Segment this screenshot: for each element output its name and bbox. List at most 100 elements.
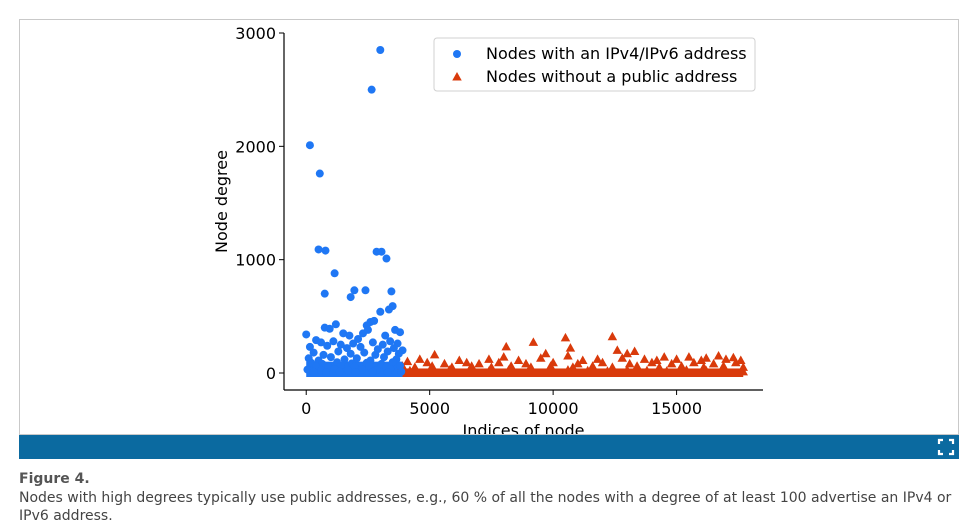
private-node-point	[503, 365, 514, 374]
private-node-point	[461, 357, 472, 367]
private-node-point	[731, 357, 741, 367]
figure-frame: 0 5000 10000 15000 0 1000 2000 3000 Indices of n…	[19, 19, 959, 435]
private-node-point	[624, 358, 635, 368]
ipv-node-point	[387, 287, 396, 296]
ipv-node-point	[379, 353, 388, 362]
ipv-node-point	[371, 350, 380, 359]
ipv-node-point	[336, 340, 345, 349]
private-node-point	[444, 365, 455, 374]
private-node-point	[642, 365, 652, 375]
private-node-point	[560, 332, 571, 342]
ipv-node-point	[305, 141, 314, 150]
ipv-node-point	[396, 328, 405, 337]
y-tick-label: 2000	[235, 137, 276, 156]
ipv-node-point	[340, 355, 349, 364]
ipv-node-point	[350, 286, 359, 295]
ipv-node-point	[320, 289, 329, 298]
ipv-node-point	[319, 350, 328, 359]
ipv-node-point	[342, 344, 351, 353]
private-node-point	[474, 358, 484, 368]
x-tick-label: 15000	[651, 399, 702, 418]
private-node-point	[622, 365, 632, 374]
private-node-point	[536, 353, 546, 362]
ipv-node-point	[309, 348, 318, 357]
private-node-point	[484, 354, 494, 363]
private-node-point	[689, 357, 699, 367]
private-node-point	[573, 358, 583, 368]
ipv-node-point	[396, 361, 405, 370]
private-node-point	[513, 355, 524, 365]
ipv-node-point	[381, 331, 390, 340]
figure-toolbar	[19, 435, 959, 459]
ipv-node-point	[305, 342, 314, 351]
x-tick-label: 10000	[528, 399, 579, 418]
ipv-node-point	[363, 325, 372, 334]
private-node-point	[424, 366, 435, 375]
private-node-point	[501, 341, 511, 351]
private-node-point	[684, 352, 694, 361]
private-node-point	[405, 365, 415, 375]
ipv-node-point	[321, 368, 330, 377]
private-node-point	[622, 348, 632, 358]
expand-icon[interactable]	[937, 438, 955, 456]
private-node-point	[528, 337, 539, 346]
private-node-point	[681, 365, 692, 374]
ipv-node-point	[368, 367, 377, 376]
ipv-node-point	[383, 368, 392, 377]
y-tick-label: 1000	[235, 251, 276, 270]
ipv-node-point	[361, 286, 370, 295]
private-node-point	[647, 357, 657, 367]
figure-caption: Figure 4. Nodes with high degrees typica…	[19, 470, 954, 525]
private-node-point	[402, 356, 413, 366]
private-node-point	[563, 351, 573, 360]
ipv-node-point	[384, 305, 393, 314]
private-node-point	[632, 361, 642, 370]
private-node-point	[721, 366, 731, 375]
ipv-node-point	[321, 246, 330, 255]
private-node-point	[597, 357, 608, 367]
ipv-node-point	[365, 362, 374, 371]
legend-label-ipv: Nodes with an IPv4/IPv6 address	[486, 44, 747, 63]
ipv-node-point	[302, 330, 311, 339]
y-axis-label: Node degree	[212, 150, 231, 253]
x-tick-label: 5000	[409, 399, 450, 418]
ipv-node-point	[334, 347, 343, 356]
ipv-node-point	[360, 348, 369, 357]
private-node-point	[659, 352, 669, 361]
legend-box	[433, 37, 756, 92]
ipv-node-point	[351, 368, 360, 377]
ipv-node-point	[397, 367, 406, 376]
ipv-node-point	[309, 367, 318, 376]
private-node-point	[415, 354, 425, 363]
private-node-point	[565, 343, 576, 352]
ipv-node-point	[346, 349, 355, 358]
ipv-node-point	[317, 338, 326, 347]
private-node-point	[738, 362, 748, 371]
private-node-point	[736, 355, 746, 365]
private-node-point	[617, 353, 628, 362]
private-node-point	[738, 366, 748, 376]
private-node-point	[696, 355, 707, 365]
private-node-point	[578, 355, 588, 365]
private-node-point	[701, 365, 711, 375]
y-tick-label: 0	[266, 364, 276, 383]
figure-label: Figure 4.	[19, 471, 90, 487]
ipv-node-point	[314, 245, 323, 254]
private-node-point	[721, 354, 731, 363]
private-node-point	[607, 331, 618, 341]
ipv-node-point	[368, 338, 377, 347]
private-node-point	[582, 365, 593, 375]
legend-marker-ipv	[453, 50, 461, 58]
ipv-node-point	[382, 254, 391, 263]
private-node-point	[540, 348, 551, 358]
ipv-node-point	[335, 367, 344, 376]
private-node-point	[422, 357, 432, 367]
private-node-point	[521, 358, 531, 368]
private-node-point	[543, 366, 553, 375]
ipv-node-point	[336, 361, 345, 370]
ipv-node-point	[349, 339, 358, 348]
ipv-node-point	[329, 337, 338, 346]
y-tick-label: 3000	[235, 24, 276, 43]
private-node-point	[568, 362, 578, 371]
ipv-node-point	[325, 324, 334, 333]
